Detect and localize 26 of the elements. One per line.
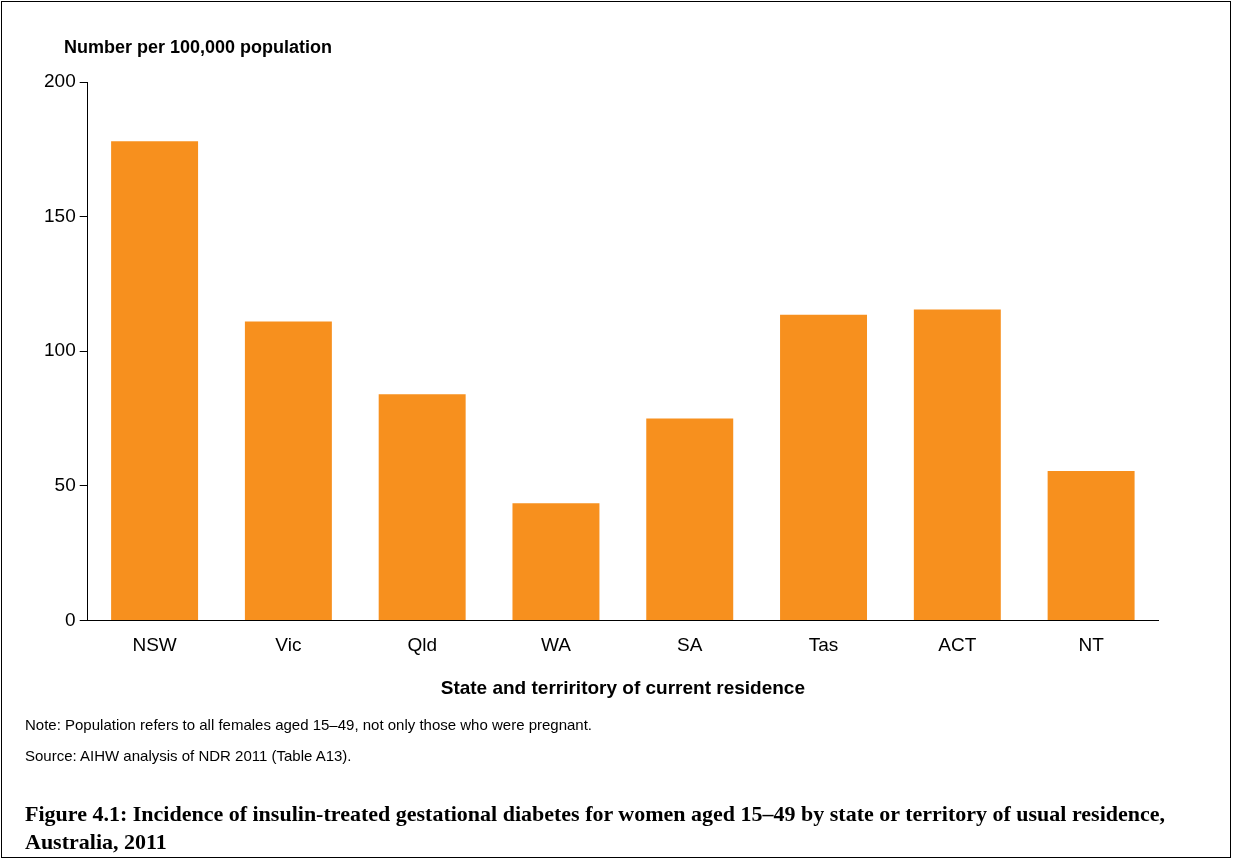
source-note: Source: AIHW analysis of NDR 2011 (Table A13).: [25, 747, 353, 764]
x-axis-title: State and terriritory of current residence: [440, 676, 805, 698]
bar: [111, 141, 199, 620]
x-tick-label: WA: [541, 634, 572, 656]
bar: [646, 418, 734, 620]
x-tick-label: SA: [677, 634, 703, 656]
y-tick-label: 100: [44, 339, 76, 361]
x-tick-label: ACT: [938, 634, 977, 656]
x-tick-label: Qld: [407, 634, 437, 656]
bar: [1047, 470, 1135, 620]
x-tick-label: Vic: [275, 634, 302, 656]
bar: [913, 309, 1001, 620]
x-tick-label: Tas: [808, 634, 839, 656]
y-tick-label: 50: [54, 474, 76, 496]
x-tick-label: NT: [1078, 634, 1105, 656]
x-tick-label: NSW: [132, 634, 177, 656]
y-tick-label: 200: [44, 70, 76, 92]
y-tick-label: 0: [65, 608, 76, 630]
bar: [780, 314, 868, 620]
y-tick-label: 150: [44, 204, 76, 226]
bar: [512, 503, 600, 620]
y-axis-title: Number per 100,000 population: [64, 37, 333, 58]
text: Note: Population refers to all females aged 15–49, not only those who were pregnant.: [25, 716, 593, 733]
bar: [378, 394, 466, 620]
bar: [244, 321, 332, 620]
text: Figure 4.1: Incidence of insulin-treated gestational diabetes for women aged 15–49 by state or territory of usual residence, Australia, 2011: [25, 800, 1166, 856]
